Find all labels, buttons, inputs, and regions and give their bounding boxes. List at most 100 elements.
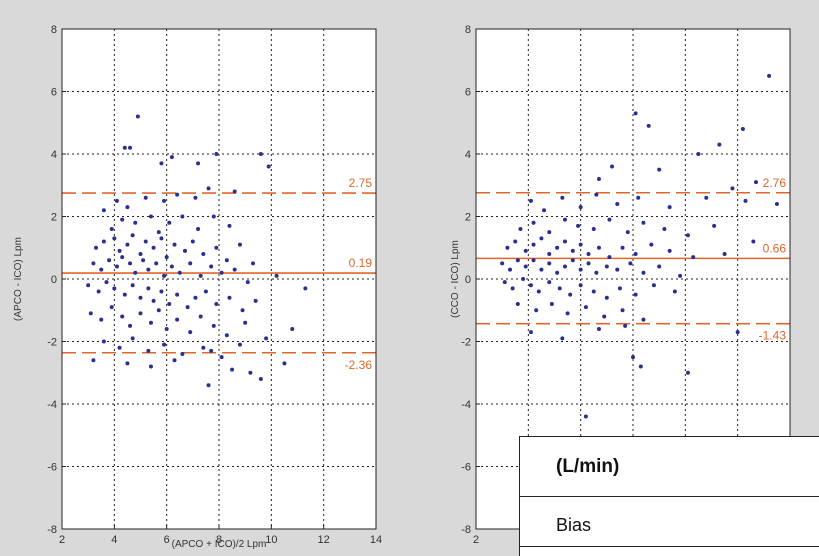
data-point: [99, 267, 104, 272]
y-tick-label: 8: [465, 24, 471, 36]
data-point: [175, 317, 180, 322]
data-point: [596, 327, 601, 331]
data-point: [128, 145, 133, 150]
data-point: [120, 255, 125, 260]
data-point: [159, 236, 164, 241]
y-tick-label: 2: [465, 212, 471, 224]
statistics-table: (L/min) Bias: [519, 436, 819, 556]
data-point: [240, 308, 245, 313]
data-point: [560, 195, 565, 200]
data-point: [180, 214, 185, 219]
data-point: [91, 358, 96, 363]
reference-line-label: -1.43: [759, 329, 787, 343]
data-point: [227, 295, 232, 300]
data-point: [578, 283, 583, 288]
data-point: [130, 283, 135, 288]
data-point: [143, 239, 148, 244]
y-tick-label: -8: [47, 524, 57, 536]
data-point: [602, 314, 607, 319]
data-point: [712, 223, 717, 228]
data-point: [148, 364, 153, 369]
data-point: [667, 205, 672, 210]
data-point: [594, 192, 599, 197]
data-point: [146, 348, 151, 353]
data-point: [515, 258, 520, 263]
data-point: [214, 302, 219, 306]
data-point: [751, 239, 756, 244]
data-point: [633, 111, 638, 116]
data-point: [120, 314, 125, 319]
data-point: [185, 305, 190, 310]
data-point: [531, 258, 536, 263]
data-point: [209, 264, 214, 269]
data-point: [146, 267, 151, 272]
data-point: [722, 252, 727, 256]
data-point: [562, 264, 567, 269]
y-tick-label: 4: [465, 149, 471, 161]
data-point: [515, 302, 520, 306]
data-point: [156, 230, 161, 235]
data-point: [534, 308, 539, 313]
data-point: [303, 286, 308, 291]
data-point: [258, 377, 263, 381]
data-point: [146, 286, 151, 291]
reference-line-label: 2.76: [763, 176, 787, 190]
y-tick-label: -2: [461, 337, 471, 349]
data-point: [112, 286, 117, 291]
data-point: [565, 311, 570, 316]
data-point: [253, 298, 258, 303]
data-point: [641, 220, 646, 225]
data-point: [667, 248, 672, 253]
data-point: [251, 261, 256, 266]
data-point: [198, 273, 203, 278]
data-point: [211, 323, 216, 328]
data-point: [547, 252, 552, 256]
data-point: [182, 248, 187, 253]
data-point: [570, 248, 575, 253]
x-tick-label: 2: [59, 534, 65, 546]
data-point: [96, 289, 101, 294]
data-point: [743, 198, 748, 203]
data-point: [245, 280, 250, 285]
x-tick-label: 4: [111, 534, 117, 546]
data-point: [508, 267, 513, 272]
x-tick-label: 14: [370, 534, 382, 546]
data-point: [685, 233, 690, 238]
data-point: [237, 242, 242, 247]
data-point: [562, 239, 567, 244]
data-point: [120, 217, 125, 222]
data-point: [203, 289, 208, 294]
data-point: [696, 152, 701, 156]
data-point: [143, 195, 148, 200]
data-point: [180, 352, 185, 356]
data-point: [209, 348, 214, 353]
data-point: [138, 252, 143, 256]
data-point: [196, 161, 201, 166]
y-tick-label: 6: [465, 87, 471, 99]
data-point: [678, 273, 683, 278]
data-point: [125, 242, 130, 247]
y-tick-label: 2: [51, 212, 57, 224]
data-point: [615, 267, 620, 272]
data-point: [156, 308, 161, 313]
data-point: [274, 273, 279, 278]
y-tick-label: -6: [47, 462, 57, 474]
data-point: [510, 286, 515, 291]
data-point: [672, 289, 677, 294]
data-point: [542, 208, 547, 213]
data-point: [125, 361, 130, 366]
data-point: [224, 333, 229, 338]
left-plot: 2.75 0.19 -2.36 -8 -6 -4 -2 0 2 4 6 8 2 4 6 8 10 12 14 (APC…: [13, 24, 382, 550]
data-point: [570, 258, 575, 263]
data-point: [528, 198, 533, 203]
data-point: [86, 283, 91, 288]
data-point: [164, 327, 169, 331]
data-point: [282, 361, 287, 366]
reference-line-label: 2.75: [349, 176, 373, 190]
data-point: [620, 308, 625, 313]
data-point: [107, 258, 112, 263]
data-point: [596, 177, 601, 181]
data-point: [148, 214, 153, 219]
data-point: [206, 383, 211, 388]
data-point: [631, 355, 635, 360]
